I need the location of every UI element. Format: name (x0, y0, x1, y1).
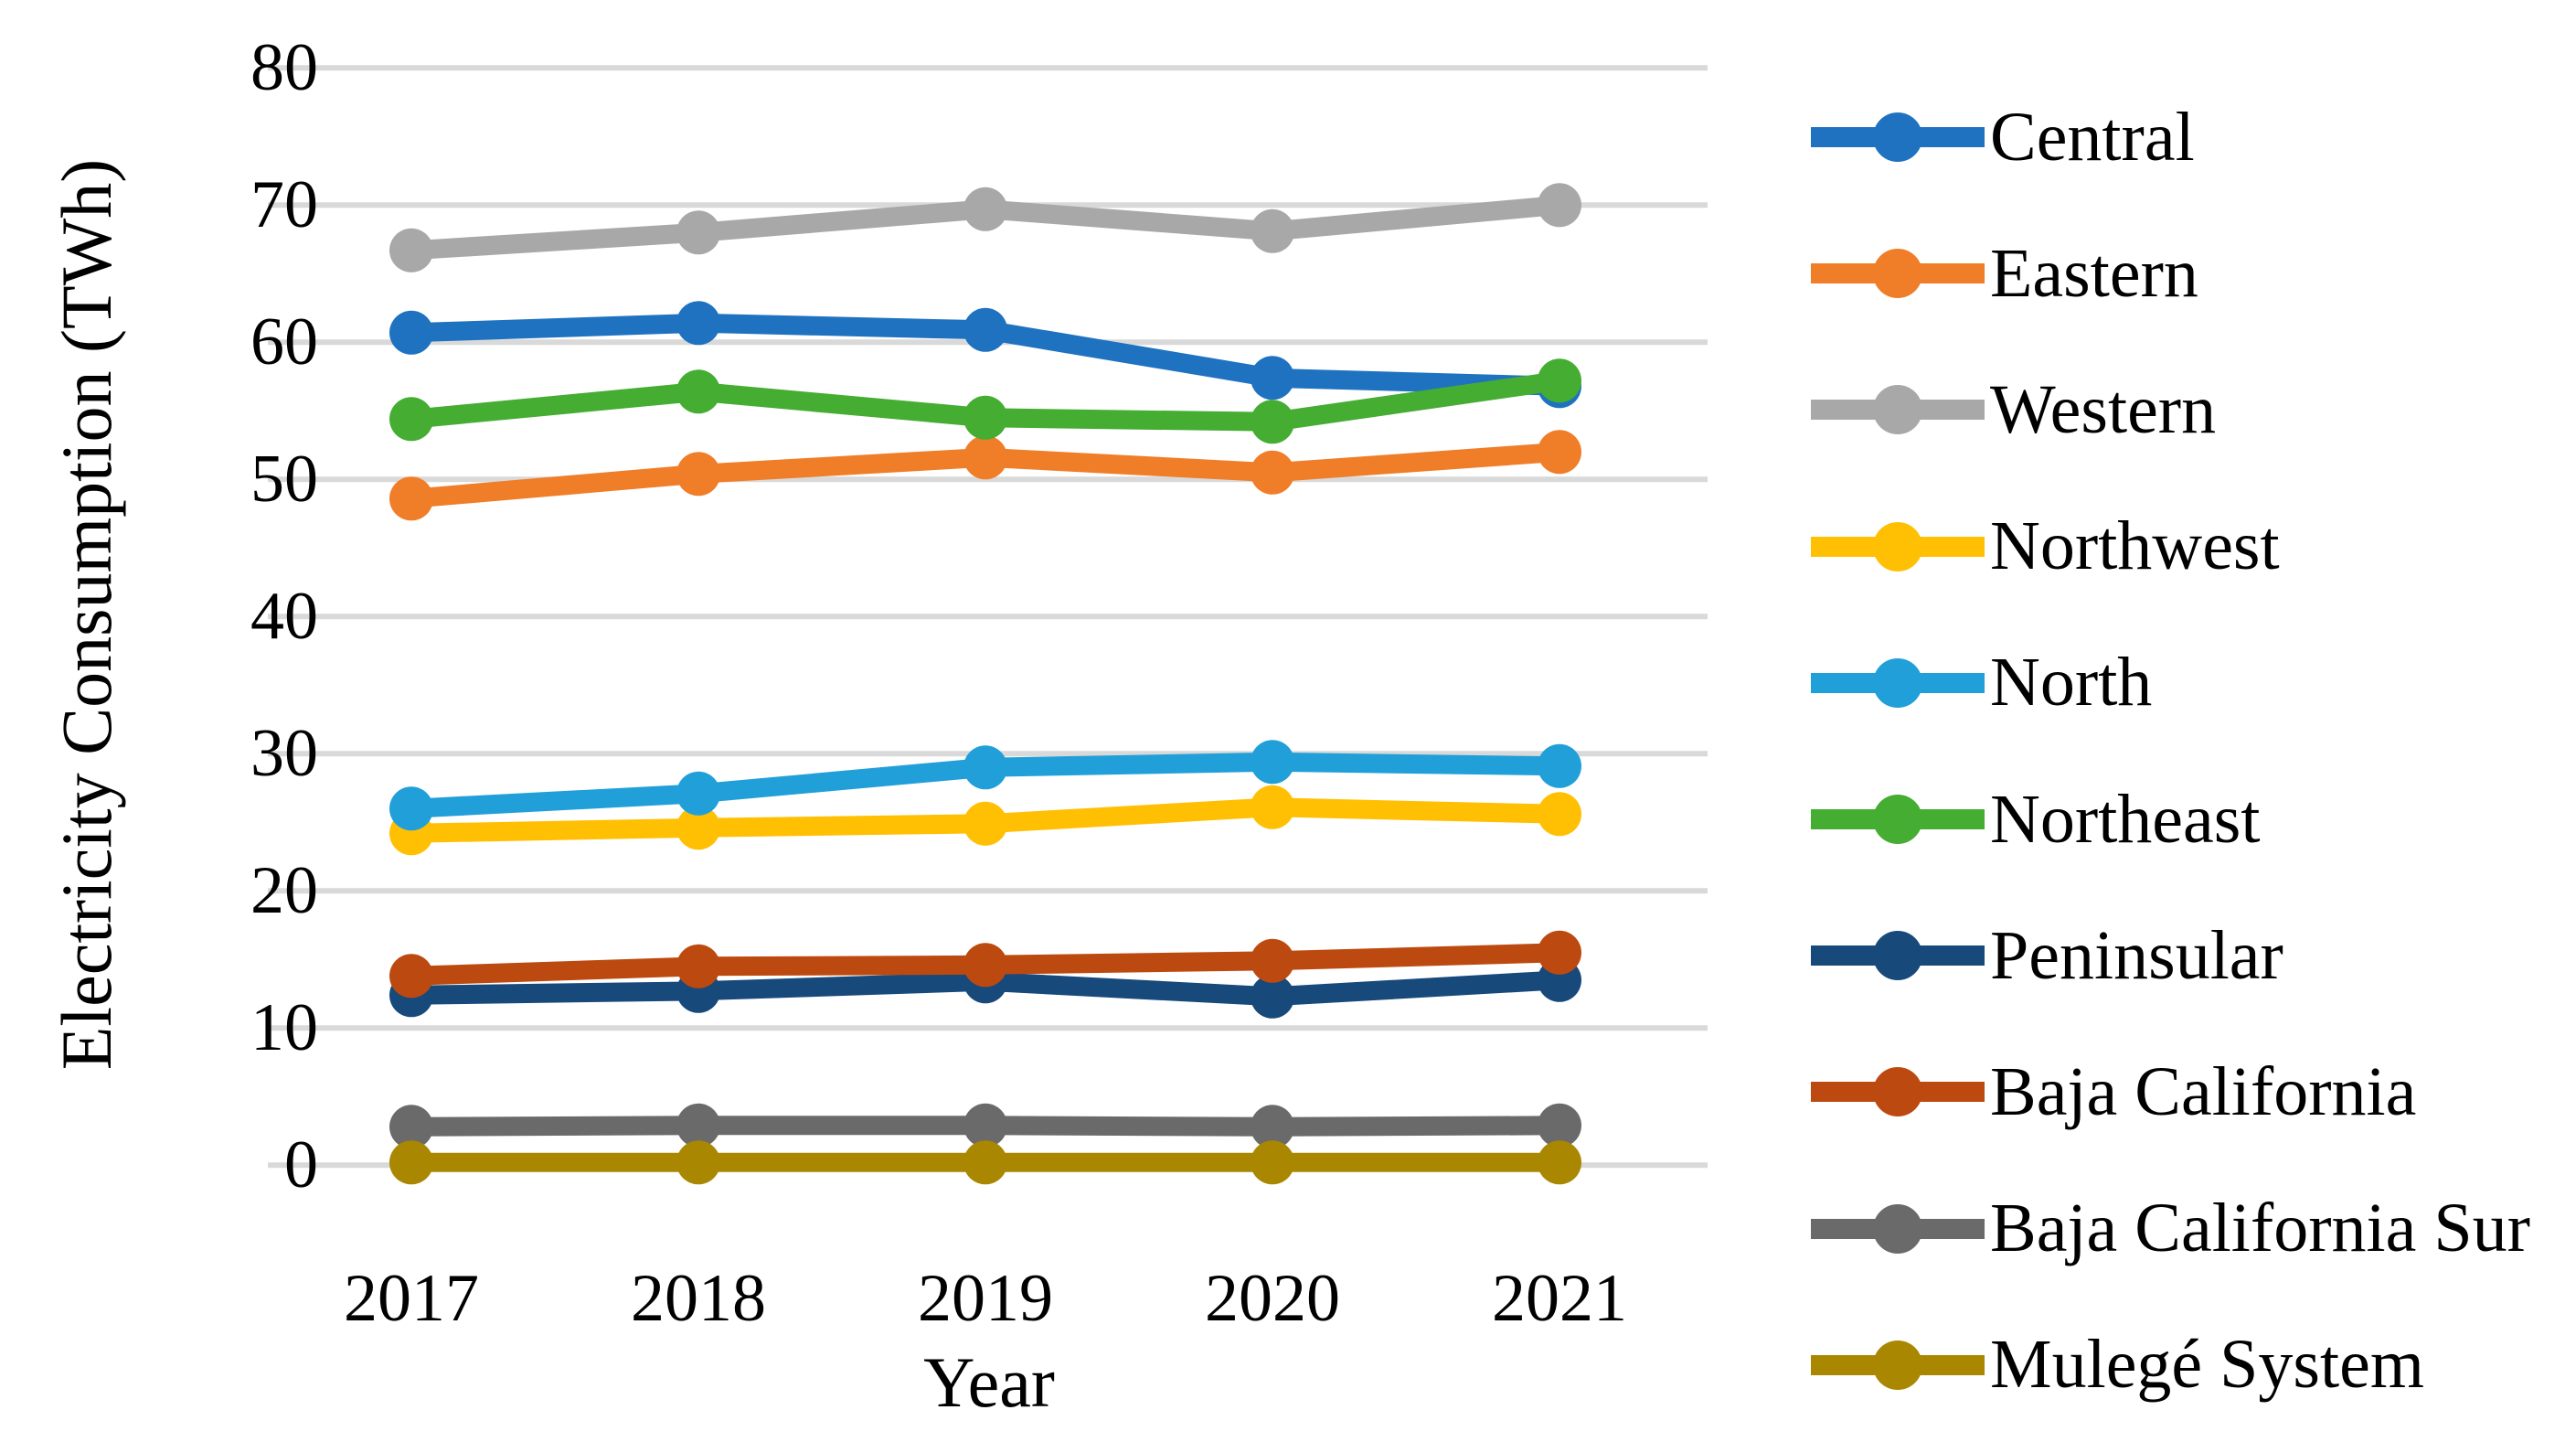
data-point-marker (1251, 400, 1294, 444)
legend-series-marker-icon (1811, 1203, 1985, 1254)
legend-item: Central (1811, 69, 2195, 206)
data-point-marker (1251, 938, 1294, 983)
data-point-marker (676, 210, 720, 255)
legend-item: Baja California (1811, 1023, 2416, 1160)
legend-label: Northeast (1990, 780, 2261, 858)
legend-label: Mulegé System (1990, 1326, 2424, 1404)
y-tick-label: 20 (250, 853, 318, 929)
data-point-marker (1251, 450, 1294, 495)
data-point-marker (1251, 208, 1294, 253)
data-point-marker (389, 1105, 433, 1149)
y-tick-label: 40 (250, 579, 318, 655)
data-point-marker (676, 1103, 720, 1148)
x-tick-label: 2019 (918, 1261, 1053, 1336)
data-point-marker (389, 954, 433, 999)
data-point-marker (389, 786, 433, 831)
legend-series-marker-icon (1811, 385, 1985, 435)
legend-series-marker-icon (1811, 249, 1985, 299)
x-tick-label: 2020 (1205, 1261, 1340, 1336)
data-point-marker (1251, 974, 1294, 1019)
data-point-marker (676, 301, 720, 346)
data-point-marker (676, 944, 720, 988)
y-tick-label: 60 (250, 304, 318, 380)
x-tick-label: 2017 (344, 1261, 479, 1336)
data-point-marker (676, 1140, 720, 1185)
x-axis-title: Year (923, 1342, 1055, 1422)
legend-item: Mulegé System (1811, 1297, 2424, 1434)
y-tick-label: 50 (250, 442, 318, 518)
legend-label: Northwest (1990, 507, 2280, 585)
data-point-marker (1538, 792, 1581, 837)
data-point-marker (389, 476, 433, 521)
legend: Central Eastern Western Northwest North North… (1811, 0, 2576, 1442)
data-point-marker (389, 310, 433, 355)
data-point-marker (963, 435, 1007, 480)
data-point-marker (1538, 743, 1581, 788)
data-point-marker (389, 228, 433, 272)
data-point-marker (1251, 1140, 1294, 1185)
y-axis-title: Electricity Consumption (TWh) (47, 158, 126, 1071)
data-point-marker (389, 397, 433, 442)
legend-series-marker-icon (1811, 931, 1985, 981)
data-point-marker (1251, 1105, 1294, 1149)
data-point-marker (389, 1140, 433, 1185)
legend-label: Peninsular (1990, 916, 2283, 994)
data-point-marker (1251, 785, 1294, 829)
y-tick-label: 0 (284, 1127, 318, 1203)
legend-item: North (1811, 614, 2152, 752)
data-point-marker (1251, 740, 1294, 785)
legend-item: Northwest (1811, 478, 2280, 615)
legend-item: Baja California Sur (1811, 1160, 2530, 1298)
data-point-marker (963, 307, 1007, 352)
data-point-marker (676, 806, 720, 850)
legend-series-marker-icon (1811, 657, 1985, 708)
data-point-marker (676, 771, 720, 816)
legend-series-marker-icon (1811, 1340, 1985, 1390)
data-point-marker (1538, 930, 1581, 975)
legend-series-marker-icon (1811, 795, 1985, 844)
legend-series-marker-icon (1811, 521, 1985, 571)
data-point-marker (963, 801, 1007, 846)
legend-item: Peninsular (1811, 887, 2283, 1024)
legend-item: Eastern (1811, 205, 2198, 342)
data-point-marker (676, 369, 720, 414)
legend-label: Western (1990, 370, 2217, 448)
data-point-marker (1538, 1140, 1581, 1185)
data-point-marker (676, 452, 720, 497)
legend-label: Eastern (1990, 234, 2198, 312)
legend-label: Baja California Sur (1990, 1190, 2530, 1267)
legend-label: Central (1990, 98, 2195, 176)
data-point-marker (1538, 430, 1581, 475)
legend-series-marker-icon (1811, 112, 1985, 162)
data-point-marker (1538, 1103, 1581, 1148)
x-tick-label: 2021 (1492, 1261, 1627, 1336)
data-point-marker (963, 745, 1007, 790)
y-tick-label: 70 (250, 167, 318, 243)
data-point-marker (1538, 358, 1581, 403)
legend-label: Baja California (1990, 1052, 2417, 1130)
legend-item: Northeast (1811, 751, 2260, 888)
data-point-marker (963, 1140, 1007, 1185)
y-tick-label: 80 (250, 30, 318, 106)
data-point-marker (963, 1103, 1007, 1148)
y-tick-label: 10 (250, 990, 318, 1066)
legend-item: Western (1811, 341, 2216, 478)
legend-label: North (1990, 644, 2153, 721)
data-point-marker (1251, 356, 1294, 401)
x-tick-label: 2018 (631, 1261, 766, 1336)
legend-series-marker-icon (1811, 1067, 1985, 1117)
data-point-marker (1538, 183, 1581, 228)
data-point-marker (963, 395, 1007, 440)
y-tick-label: 30 (250, 716, 318, 792)
data-point-marker (963, 943, 1007, 988)
data-point-marker (963, 187, 1007, 231)
